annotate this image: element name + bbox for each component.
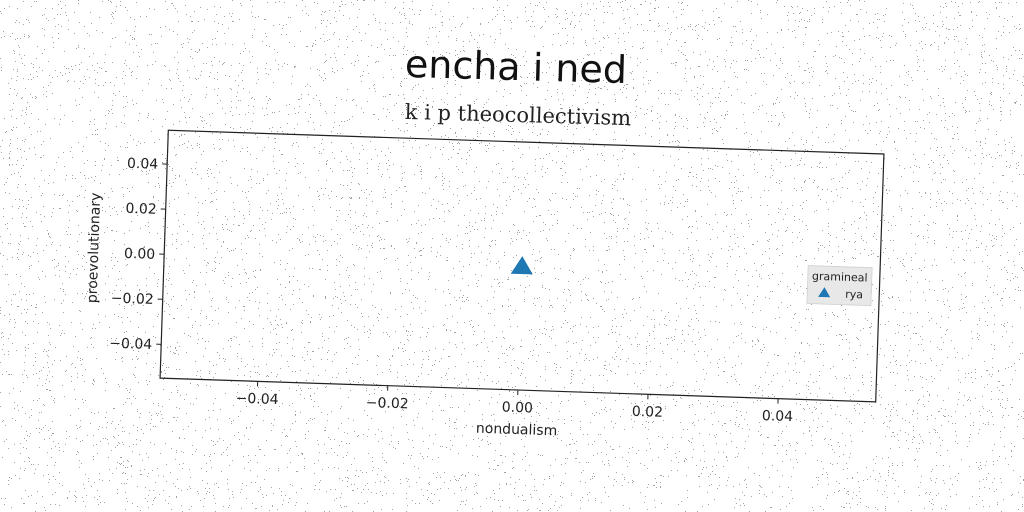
x-tick-label: 0.00 bbox=[501, 399, 533, 416]
x-tick-label: −0.02 bbox=[365, 395, 408, 412]
y-tick-label: 0.00 bbox=[124, 246, 156, 263]
y-tick-label: −0.04 bbox=[109, 336, 153, 353]
x-tick-label: −0.04 bbox=[235, 391, 279, 408]
x-axis-label: nondualism bbox=[476, 421, 558, 440]
y-axis-label: proevolutionary bbox=[85, 192, 105, 303]
x-tick-label: 0.04 bbox=[762, 408, 794, 425]
legend-label: rya bbox=[845, 288, 863, 302]
legend-marker-icon bbox=[818, 287, 831, 298]
y-tick-label: 0.02 bbox=[125, 201, 157, 218]
legend: gramineal rya bbox=[806, 265, 873, 307]
y-tick-label: −0.02 bbox=[111, 291, 154, 308]
data-point bbox=[510, 256, 533, 275]
x-tick-label: 0.02 bbox=[632, 404, 664, 421]
chart-title: encha i ned bbox=[404, 42, 627, 92]
legend-title: gramineal bbox=[812, 270, 868, 285]
y-tick-label: 0.04 bbox=[127, 156, 159, 173]
chart-subtitle: k i p theocollectivism bbox=[404, 100, 631, 130]
